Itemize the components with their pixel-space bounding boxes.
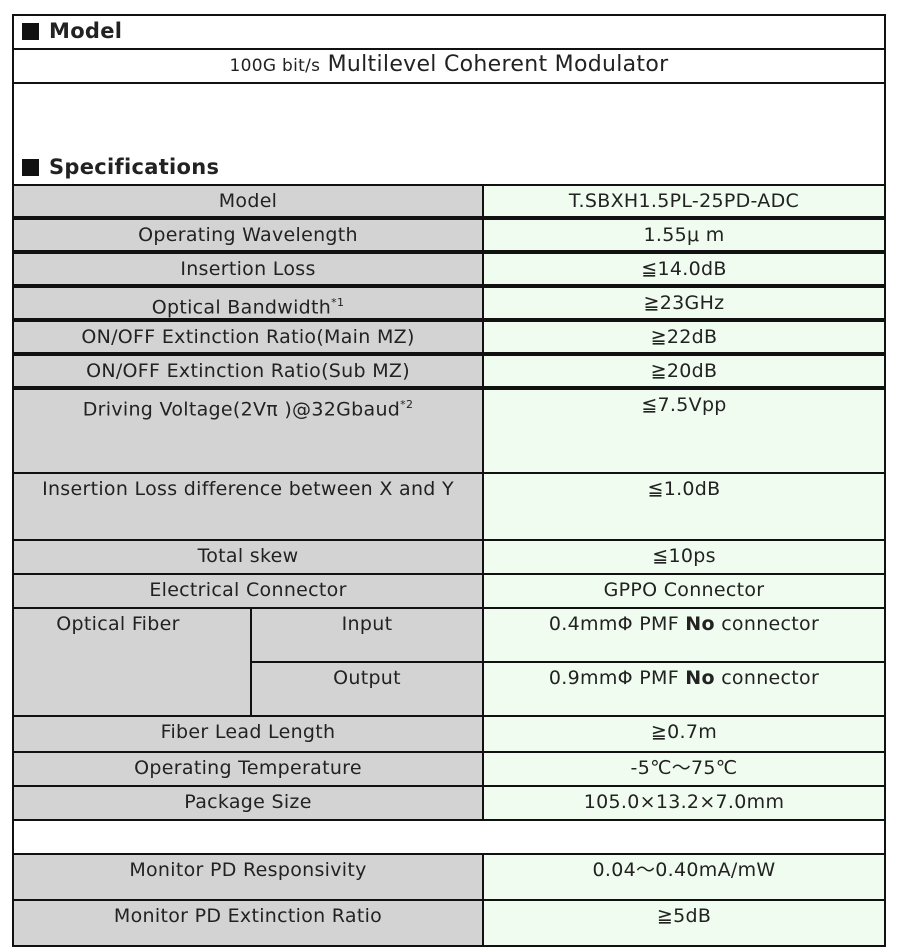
connector-text: connector [721,667,820,689]
spec-value-cell: ≧0.7m [482,715,886,753]
no-emphasis: No [685,613,715,635]
spec-value: ≦14.0dB [641,258,727,280]
spec-heading-text: Specifications [49,155,220,179]
spec-value-cell: GPPO Connector [482,573,886,609]
spec-value: 0.04～0.40mA/mW [592,859,776,881]
spec-label: Fiber Lead Length [160,721,336,743]
square-bullet-icon [22,23,39,40]
spec-value: ≧5dB [656,905,712,927]
spec-label: Electrical Connector [149,579,347,601]
spec-value-cell: 105.0×13.2×7.0mm [482,785,886,821]
spec-label: Insertion Loss difference between X and … [42,478,454,500]
spec-label-cell: Operating Temperature [12,751,484,787]
spec-value-cell: ≧23GHz [482,286,886,320]
spec-value-cell: ≦7.5Vpp [482,388,886,474]
spec-label-cell: Operating Wavelength [12,218,484,252]
fiber-label-cell: Optical Fiber [12,607,252,717]
spec-label: Monitor PD Responsivity [129,859,367,881]
spec-label-cell: Package Size [12,785,484,821]
spec-value: ≧0.7m [650,721,718,743]
fiber-output-label-cell: Output [250,661,484,717]
footnote-marker: *2 [400,398,414,411]
blank-row [12,819,886,855]
spec-label-cell: Monitor PD Responsivity [12,853,484,901]
spec-value: ≦1.0dB [647,478,721,500]
spec-value: T.SBXH1.5PL-25PD-ADC [568,190,800,212]
fiber-input-value: 0.4mmΦ PMF [548,613,679,635]
fiber-input-value-cell: 0.4mmΦ PMF No connector [482,607,886,663]
spec-label: Model [218,190,278,212]
spec-label-cell: ON/OFF Extinction Ratio(Sub MZ) [12,354,484,388]
no-emphasis: No [685,667,715,689]
spec-value: 105.0×13.2×7.0mm [583,791,785,813]
spec-value-cell: ≦10ps [482,539,886,575]
spec-label-cell: Insertion Loss difference between X and … [12,472,484,541]
spec-value-cell: T.SBXH1.5PL-25PD-ADC [482,184,886,218]
spec-label-cell: Electrical Connector [12,573,484,609]
fiber-output-value-cell: 0.9mmΦ PMF No connector [482,661,886,717]
model-title-prefix: 100G bit/s [229,56,321,76]
spec-label: Operating Wavelength [138,224,358,246]
spec-value-cell: 0.04～0.40mA/mW [482,853,886,901]
spec-label-cell: Optical Bandwidth*1 [12,286,484,320]
spec-value: ≦7.5Vpp [641,394,727,416]
spec-label: Operating Temperature [134,757,362,779]
connector-text: connector [721,613,820,635]
spec-label: Package Size [184,791,312,813]
model-heading-text: Model [49,19,123,43]
spec-value: ≧22dB [650,326,718,348]
model-title-text: Multilevel Coherent Modulator [327,52,669,77]
spec-heading: Specifications [12,152,886,186]
fiber-input-label: Input [341,613,393,635]
fiber-label: Optical Fiber [56,613,180,635]
square-bullet-icon [22,159,39,176]
model-title: 100G bit/s Multilevel Coherent Modulator [12,48,886,84]
spec-label-cell: Total skew [12,539,484,575]
spec-value: -5℃～75℃ [630,757,738,779]
spec-value-cell: ≦1.0dB [482,472,886,541]
spec-value: ≧20dB [650,360,718,382]
spec-label-cell: Driving Voltage(2Vπ )@32Gbaud*2 [12,388,484,474]
spec-value-cell: ≧22dB [482,320,886,354]
spec-label-cell: Fiber Lead Length [12,715,484,753]
spec-value-cell: ≧5dB [482,899,886,947]
fiber-output-label: Output [333,667,401,689]
spec-value-cell: ≦14.0dB [482,252,886,286]
fiber-output-value: 0.9mmΦ PMF [548,667,679,689]
spec-label-cell: Monitor PD Extinction Ratio [12,899,484,947]
spec-label-cell: Model [12,184,484,218]
spec-label-cell: ON/OFF Extinction Ratio(Main MZ) [12,320,484,354]
spec-value: ≦10ps [652,545,716,567]
spec-label: Total skew [197,545,299,567]
spec-label: Monitor PD Extinction Ratio [113,905,383,927]
spec-value: GPPO Connector [603,579,765,601]
spec-value-cell: ≧20dB [482,354,886,388]
spec-value-cell: 1.55μ m [482,218,886,252]
spec-value-cell: -5℃～75℃ [482,751,886,787]
blank-area [12,82,886,186]
spec-label-cell: Insertion Loss [12,252,484,286]
fiber-input-label-cell: Input [250,607,484,663]
model-heading: Model [12,14,886,50]
spec-label: Insertion Loss [180,258,316,280]
spec-value: ≧23GHz [643,292,725,314]
spec-label: Driving Voltage(2Vπ )@32Gbaud [82,398,401,421]
spec-label: Optical Bandwidth [151,296,332,319]
spec-label: ON/OFF Extinction Ratio(Main MZ) [81,326,415,348]
footnote-marker: *1 [331,296,345,309]
spec-value: 1.55μ m [643,224,725,246]
spec-label: ON/OFF Extinction Ratio(Sub MZ) [86,360,410,382]
